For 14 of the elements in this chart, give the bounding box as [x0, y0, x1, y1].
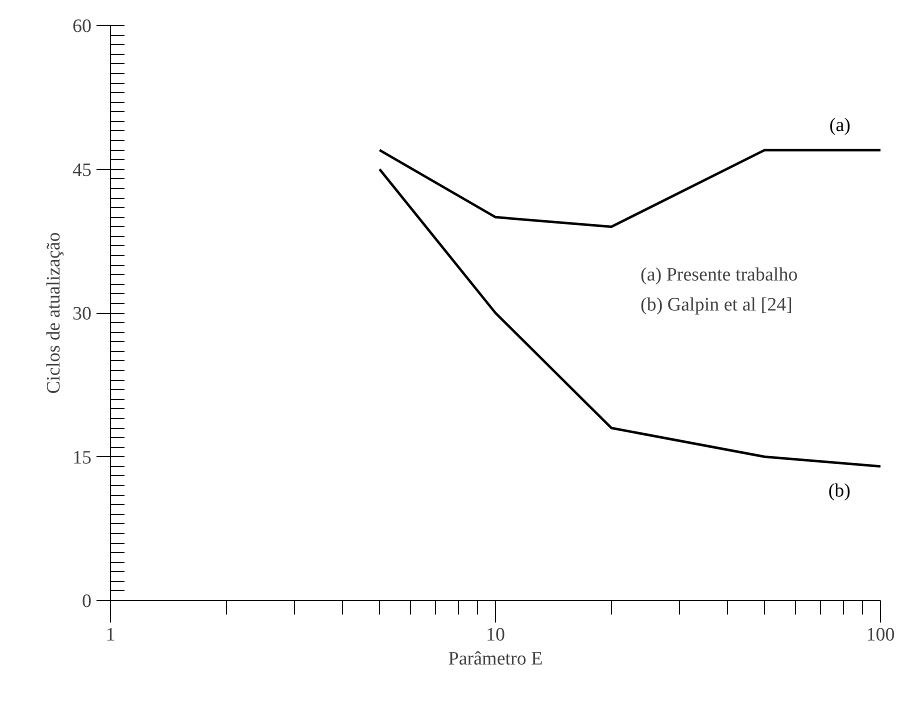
annotation: (b) Galpin et al [24] [640, 294, 792, 316]
series-label: (a) [829, 115, 851, 136]
x-tick-label: 10 [486, 624, 505, 646]
x-tick-label: 100 [866, 624, 895, 646]
x-axis-title: Parâmetro E [448, 648, 543, 670]
y-tick-label: 15 [72, 447, 92, 468]
y-tick-label: 30 [72, 304, 92, 324]
annotation: (a) Presente trabalho [640, 264, 798, 286]
y-tick-label: 60 [72, 16, 92, 37]
x-tick-label: 1 [106, 624, 116, 646]
y-tick-label: 45 [72, 160, 92, 181]
y-tick-label: 0 [82, 591, 92, 612]
series-label: (b) [828, 480, 850, 502]
y-axis-title: Ciclos de atualização [44, 232, 64, 394]
